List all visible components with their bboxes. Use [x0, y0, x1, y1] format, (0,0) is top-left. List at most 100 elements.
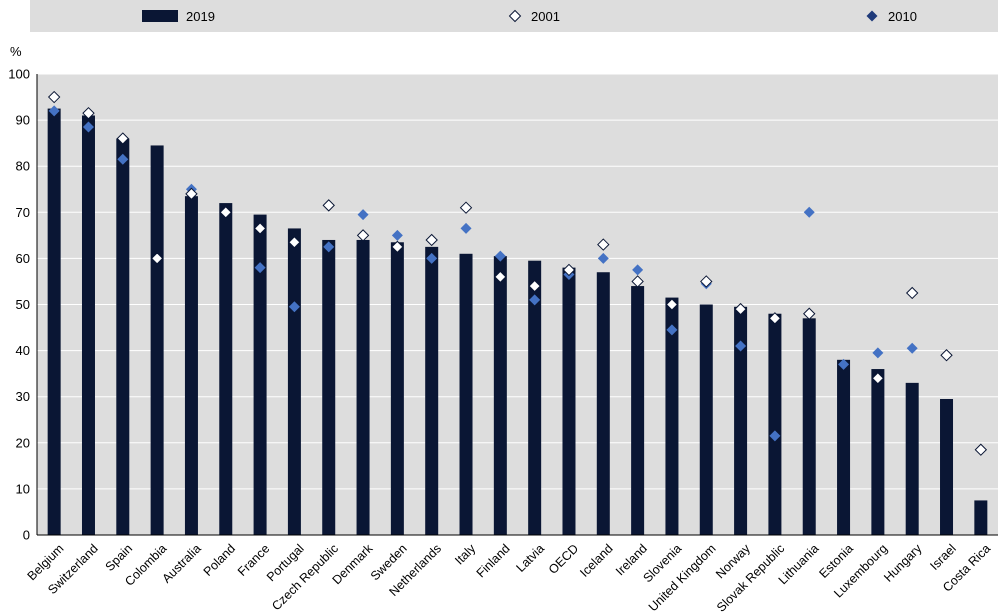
y-tick-label-70: 70 [16, 205, 30, 220]
bar-2019-24 [871, 369, 885, 535]
bar-2019-18 [665, 297, 679, 535]
marker-2001-16 [597, 238, 610, 251]
bar-2019-1 [81, 115, 95, 536]
marker-2001-9 [356, 229, 370, 242]
marker-2001-7 [288, 236, 301, 249]
marker-2010-21 [769, 430, 781, 442]
bar-2019-12 [459, 253, 473, 536]
bar-2019-4 [184, 196, 198, 536]
y-tick-label-20: 20 [16, 435, 30, 450]
x-tick-label-26: Israel [927, 541, 959, 573]
bar-2019-17 [631, 286, 645, 535]
marker-2010-12 [460, 222, 472, 234]
marker-2001-6 [253, 222, 267, 235]
y-tick-label-40: 40 [16, 343, 30, 358]
marker-2001-17 [631, 275, 644, 288]
y-tick-label-0: 0 [23, 528, 30, 543]
y-tick-label-30: 30 [16, 389, 30, 404]
bar-2019-5 [219, 203, 233, 535]
marker-2010-1 [82, 121, 94, 133]
marker-2010-16 [597, 252, 609, 264]
legend-swatch-2010 [866, 10, 878, 22]
marker-2010-23 [838, 358, 850, 370]
marker-2001-25 [905, 286, 919, 300]
marker-2010-10 [391, 229, 403, 241]
marker-2001-2 [116, 132, 130, 145]
bars-2019 [47, 108, 988, 536]
x-tick-label-25: Hungary [881, 541, 925, 585]
bar-2019-9 [356, 239, 370, 535]
legend-swatch-2001 [508, 9, 522, 23]
marker-2001-27 [974, 443, 988, 456]
y-tick-label-100: 100 [8, 67, 30, 82]
x-tick-label-2: Spain [103, 541, 136, 574]
marker-2001-3 [150, 252, 164, 265]
bar-2019-14 [528, 260, 542, 535]
marker-2001-13 [494, 270, 507, 284]
marker-2010-18 [666, 324, 678, 336]
bar-2019-10 [390, 242, 404, 535]
x-tick-label-5: Poland [201, 541, 238, 578]
marker-2001-19 [700, 275, 713, 288]
bar-2019-27 [974, 500, 988, 535]
y-tick-label-90: 90 [16, 113, 30, 128]
bar-2019-6 [253, 214, 267, 536]
marker-2010-2 [117, 153, 129, 165]
y-tick-label-10: 10 [16, 481, 30, 496]
x-tick-label-13: Finland [474, 541, 513, 580]
legend-label-2019: 2019 [186, 9, 215, 24]
marker-2010-17 [632, 264, 644, 276]
bar-2019-2 [116, 138, 130, 536]
x-tick-label-15: OECD [546, 541, 581, 576]
bar-2019-23 [837, 359, 851, 535]
marker-2001-21 [768, 312, 782, 325]
marker-2010-24 [872, 347, 884, 359]
bar-2019-13 [493, 256, 507, 535]
marker-2010-22 [803, 206, 815, 218]
bar-2019-25 [905, 382, 919, 535]
y-tick-label-80: 80 [16, 159, 30, 174]
bar-2019-0 [47, 108, 61, 535]
marker-2010-6 [254, 262, 266, 274]
marker-2001-4 [185, 187, 198, 201]
bar-2019-15 [562, 267, 576, 535]
marker-2001-10 [391, 240, 404, 254]
x-tick-label-12: Italy [452, 541, 479, 568]
bar-2019-8 [322, 239, 336, 535]
marker-2010-0 [48, 105, 60, 117]
marker-2001-1 [82, 106, 95, 120]
y-tick-label-60: 60 [16, 251, 30, 266]
marker-2001-14 [528, 279, 541, 293]
marker-2001-12 [459, 201, 473, 214]
legend: 2019 2001 2010 [142, 9, 917, 24]
bar-2019-19 [699, 304, 713, 535]
marker-2001-26 [940, 349, 953, 362]
x-tick-label-16: Iceland [577, 541, 615, 579]
marker-2010-9 [357, 209, 369, 221]
bar-2019-22 [802, 318, 816, 535]
legend-label-2010: 2010 [888, 9, 917, 24]
marker-2010-14 [529, 294, 541, 306]
bar-2019-11 [425, 246, 439, 535]
marker-2010-20 [735, 340, 747, 352]
marker-2001-20 [734, 302, 747, 316]
marker-2010-25 [906, 342, 918, 354]
legend-label-2001: 2001 [531, 9, 560, 24]
y-axis-tick-labels: 0 10 20 30 40 50 60 70 80 90 100 [8, 67, 30, 543]
bar-2019-16 [596, 272, 610, 535]
markers [47, 90, 988, 456]
bar-2019-20 [734, 306, 748, 535]
marker-2001-18 [665, 298, 679, 311]
bar-2019-3 [150, 145, 164, 535]
x-tick-label-14: Latvia [514, 541, 548, 575]
marker-2001-8 [322, 199, 335, 212]
marker-2001-5 [219, 206, 232, 219]
y-tick-label-50: 50 [16, 297, 30, 312]
marker-2001-22 [803, 307, 816, 320]
marker-2001-11 [425, 233, 438, 247]
marker-2010-7 [288, 301, 300, 313]
legend-swatch-2019 [142, 10, 178, 22]
bar-2019-26 [940, 399, 954, 535]
